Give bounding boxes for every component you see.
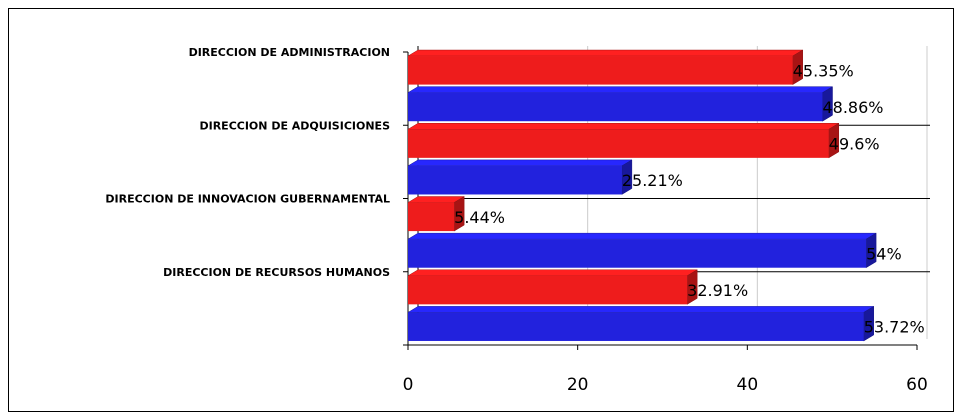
bar [408,56,793,85]
x-tick-label: 60 [906,375,928,395]
bar-top [407,49,804,57]
bar-top [407,86,834,93]
value-label: 5.44% [454,208,505,227]
bar [408,275,688,305]
value-label: 32.91% [687,281,748,300]
x-tick-label: 0 [403,375,414,395]
bar [408,165,622,195]
bar [408,129,829,158]
category-label: DIRECCION DE ADQUISICIONES [199,119,390,132]
bar [408,312,864,341]
bar-top [407,123,840,130]
bar-top [407,232,878,240]
value-label: 49.6% [829,135,880,154]
value-label: 48.86% [822,98,883,117]
bar [408,202,455,232]
category-label: DIRECCION DE ADMINISTRACION [189,46,390,59]
value-label: 54% [866,244,902,263]
bar [408,92,823,122]
bar-top [407,159,633,167]
bar [408,239,867,268]
x-tick-label: 40 [737,375,759,395]
bar-top [407,306,875,313]
bar-top [407,269,699,277]
value-label: 53.72% [864,318,925,337]
x-tick-label: 20 [567,375,589,395]
category-label: DIRECCION DE RECURSOS HUMANOS [163,266,390,279]
value-label: 25.21% [622,171,683,190]
value-label: 45.35% [793,61,854,80]
category-label: DIRECCION DE INNOVACION GUBERNAMENTAL [105,193,390,206]
